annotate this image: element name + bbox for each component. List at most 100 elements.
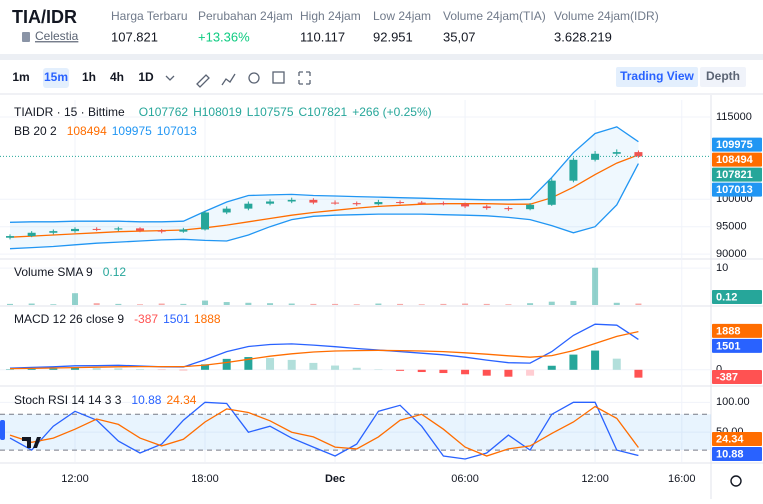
- volume-bar: [289, 304, 295, 305]
- macd-histogram-bar: [396, 370, 404, 371]
- x-tick-label: 16:00: [668, 473, 696, 485]
- y-tick-label: 95000: [716, 221, 747, 233]
- macd-histogram-bar: [309, 363, 317, 370]
- interval-button[interactable]: 1h: [82, 70, 96, 84]
- candle-body: [548, 181, 556, 205]
- volume-bar: [570, 301, 576, 305]
- macd-histogram-bar: [591, 351, 599, 370]
- x-tick-label: 12:00: [581, 473, 609, 485]
- x-tick-label: 06:00: [451, 473, 479, 485]
- candle-body: [244, 204, 252, 209]
- candle-body: [136, 228, 144, 230]
- macd-histogram-bar: [569, 355, 577, 370]
- legend-value: 0.12: [103, 265, 127, 279]
- volume-bar: [180, 304, 186, 305]
- interval-button[interactable]: 1m: [12, 70, 29, 84]
- volume-bar: [267, 303, 273, 305]
- y-tick-label: 90000: [716, 248, 747, 260]
- interval-button[interactable]: 15m: [44, 70, 68, 84]
- macd-histogram-bar: [548, 366, 556, 370]
- legend-title: Stoch RSI 14 14 3 3: [14, 393, 122, 407]
- volume-bar: [50, 304, 56, 305]
- axis-value-label: 108494: [716, 154, 754, 166]
- candle-body: [613, 152, 621, 154]
- volume-bar: [245, 303, 251, 305]
- macd-histogram-bar: [49, 369, 57, 370]
- candle-body: [201, 212, 209, 229]
- axis-value-label: 107013: [716, 184, 753, 196]
- candle-body: [6, 236, 14, 238]
- macd-histogram-bar: [266, 358, 274, 370]
- candle-body: [418, 203, 426, 204]
- volume-bar: [137, 304, 143, 305]
- book-icon: [22, 32, 30, 42]
- volume-bar: [202, 301, 208, 305]
- volume-bar: [462, 304, 468, 305]
- y-tick-label: 100.00: [716, 396, 750, 408]
- stat-label: Low 24jam: [373, 9, 431, 23]
- candle-body: [526, 205, 534, 209]
- ohlc-value: O107762: [139, 105, 189, 119]
- legend-value: 1501: [163, 312, 190, 326]
- axis-value-label: 24.34: [716, 433, 744, 445]
- macd-histogram-bar: [504, 370, 512, 377]
- legend-title: TIAIDR · 15 · Bittime: [14, 105, 125, 119]
- macd-histogram-bar: [223, 359, 231, 370]
- interval-button[interactable]: 1D: [138, 70, 154, 84]
- legend-value: 107013: [157, 124, 197, 138]
- macd-histogram-bar: [418, 370, 426, 372]
- candle-body: [374, 202, 382, 204]
- x-tick-label: Dec: [325, 473, 345, 485]
- candle-body: [461, 204, 469, 207]
- side-tab[interactable]: [0, 420, 5, 440]
- tab[interactable]: Trading View: [620, 69, 694, 83]
- candle-body: [439, 203, 447, 204]
- legend-value: 109975: [112, 124, 152, 138]
- volume-bar: [549, 302, 555, 305]
- stat-value: 110.117: [300, 29, 345, 44]
- candle-body: [71, 229, 79, 231]
- legend-title: MACD 12 26 close 9: [14, 312, 124, 326]
- interval-button[interactable]: 4h: [110, 70, 124, 84]
- stat-label: Perubahan 24jam: [198, 9, 293, 23]
- macd-histogram-bar: [483, 370, 491, 376]
- volume-bar: [29, 304, 35, 305]
- volume-bar: [397, 304, 403, 305]
- axis-value-label: 109975: [716, 139, 753, 151]
- candle-body: [331, 203, 339, 204]
- volume-bar: [419, 304, 425, 305]
- candle-body: [353, 203, 361, 204]
- candle-body: [93, 229, 101, 230]
- stat-label: Harga Terbaru: [111, 9, 188, 23]
- stat-label: Volume 24jam(TIA): [443, 9, 546, 23]
- stat-label: High 24jam: [300, 9, 361, 23]
- legend-indicator: BB 20 2: [14, 124, 57, 138]
- axis-value-label: -387: [716, 371, 738, 383]
- candle-body: [158, 231, 166, 232]
- ohlc-value: C107821: [299, 105, 348, 119]
- stat-value: +13.36%: [198, 29, 250, 44]
- x-tick-label: 12:00: [61, 473, 89, 485]
- x-tick-label: 18:00: [191, 473, 219, 485]
- macd-histogram-bar: [114, 368, 122, 369]
- volume-bar: [354, 304, 360, 305]
- candle-body: [223, 209, 231, 213]
- coin-name[interactable]: Celestia: [35, 29, 79, 43]
- candle-body: [569, 160, 577, 181]
- stat-value: 3.628.219: [554, 29, 612, 44]
- volume-bar: [375, 304, 381, 305]
- volume-bar: [440, 304, 446, 305]
- volume-bar: [159, 304, 165, 305]
- candle-body: [114, 228, 122, 229]
- candle-body: [288, 200, 296, 202]
- axis-value-label: 0.12: [716, 291, 737, 303]
- stat-value: 35,07: [443, 29, 476, 44]
- tab[interactable]: Depth: [706, 69, 740, 83]
- legend-value: 1888: [194, 312, 221, 326]
- macd-histogram-bar: [331, 366, 339, 370]
